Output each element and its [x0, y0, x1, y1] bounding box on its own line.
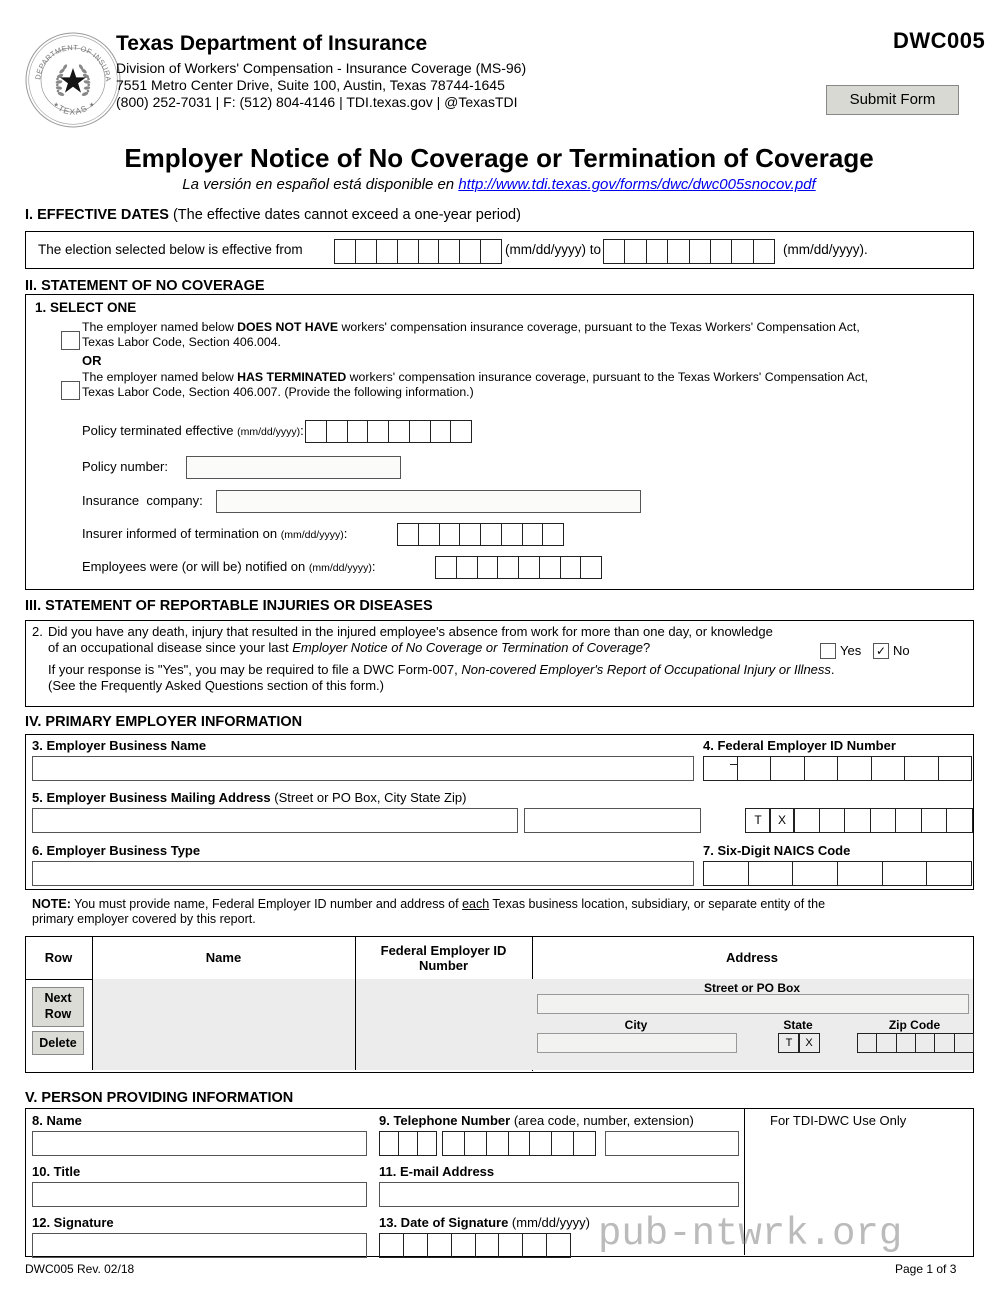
svg-text:TEXAS: TEXAS: [57, 103, 90, 117]
svg-text:★: ★: [89, 102, 94, 109]
svg-text:DEPARTMENT OF INSURANCE: DEPARTMENT OF INSURANCE: [23, 30, 113, 82]
svg-text:★: ★: [54, 102, 59, 109]
